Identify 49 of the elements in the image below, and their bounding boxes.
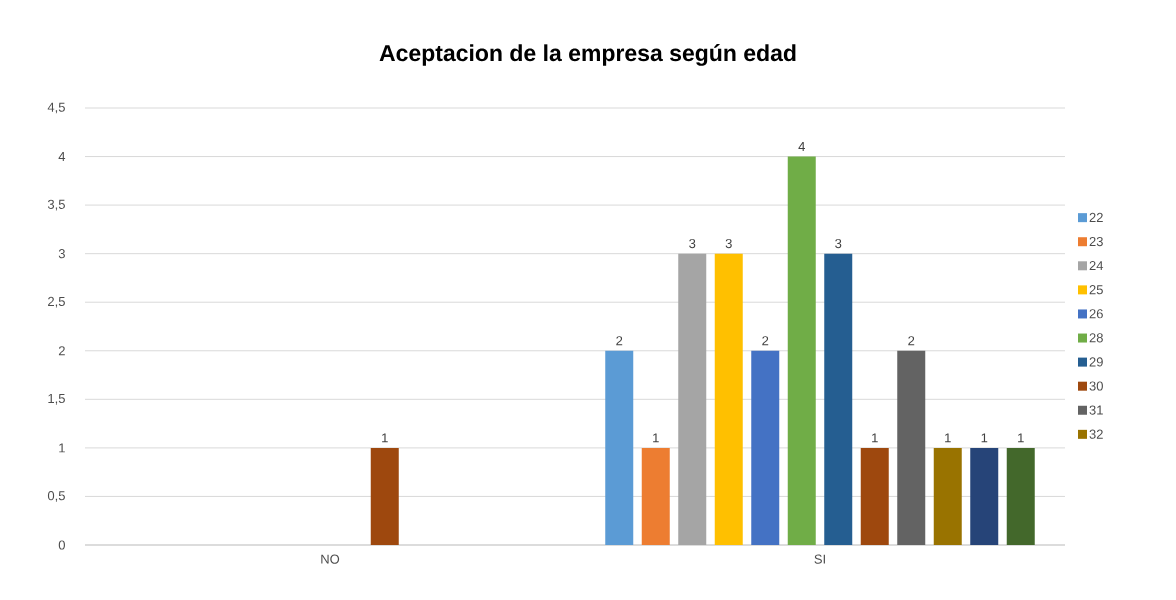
x-tick-label: NO [321,554,340,564]
y-tick-label: 0 [58,540,65,550]
bar [787,156,816,545]
bar [641,447,670,545]
data-label: 1 [872,433,878,443]
y-tick-label: 2 [58,346,65,356]
bar [824,253,853,545]
legend-label: 30 [1089,381,1103,391]
y-tick-label: 1 [59,443,65,453]
chart-title: Aceptacion de la empresa según edad [379,44,796,66]
data-label: 2 [908,336,915,346]
legend-label: 24 [1089,261,1104,271]
legend-label: 32 [1089,429,1103,439]
data-label: 3 [835,238,842,249]
data-label: 2 [762,336,769,346]
bar [751,350,780,545]
data-label: 1 [653,433,659,443]
legend-label: 25 [1089,285,1103,295]
bar [1006,447,1035,545]
data-label: 1 [1018,433,1024,443]
bar [860,447,889,545]
data-label: 2 [616,336,623,346]
data-label: 1 [382,433,388,443]
y-tick-label: 1,5 [48,394,65,405]
data-label: 3 [725,238,732,249]
legend-label: 31 [1089,405,1103,415]
legend-label: 23 [1089,236,1103,247]
bar [714,253,743,545]
data-label: 3 [689,238,696,249]
bar [605,350,634,545]
data-label: 1 [945,433,951,443]
data-label: 4 [798,142,805,152]
bar [933,447,962,545]
y-tick-label: 0,5 [47,491,65,502]
y-tick-label: 2,5 [48,296,65,308]
legend-label: 28 [1089,333,1103,343]
bar [897,350,926,545]
x-tick-label: SI [814,554,825,564]
y-tick-label: 4 [58,152,66,162]
data-label: 1 [981,433,988,443]
y-tick-label: 3,5 [47,199,65,211]
bar [970,447,999,545]
legend-label: 22 [1089,212,1103,222]
y-tick-label: 4,5 [47,102,65,114]
bar [678,253,707,545]
y-tick-label: 3 [58,249,65,259]
legend-label: 29 [1089,357,1103,367]
bar [370,447,399,545]
legend-label: 26 [1089,309,1103,319]
